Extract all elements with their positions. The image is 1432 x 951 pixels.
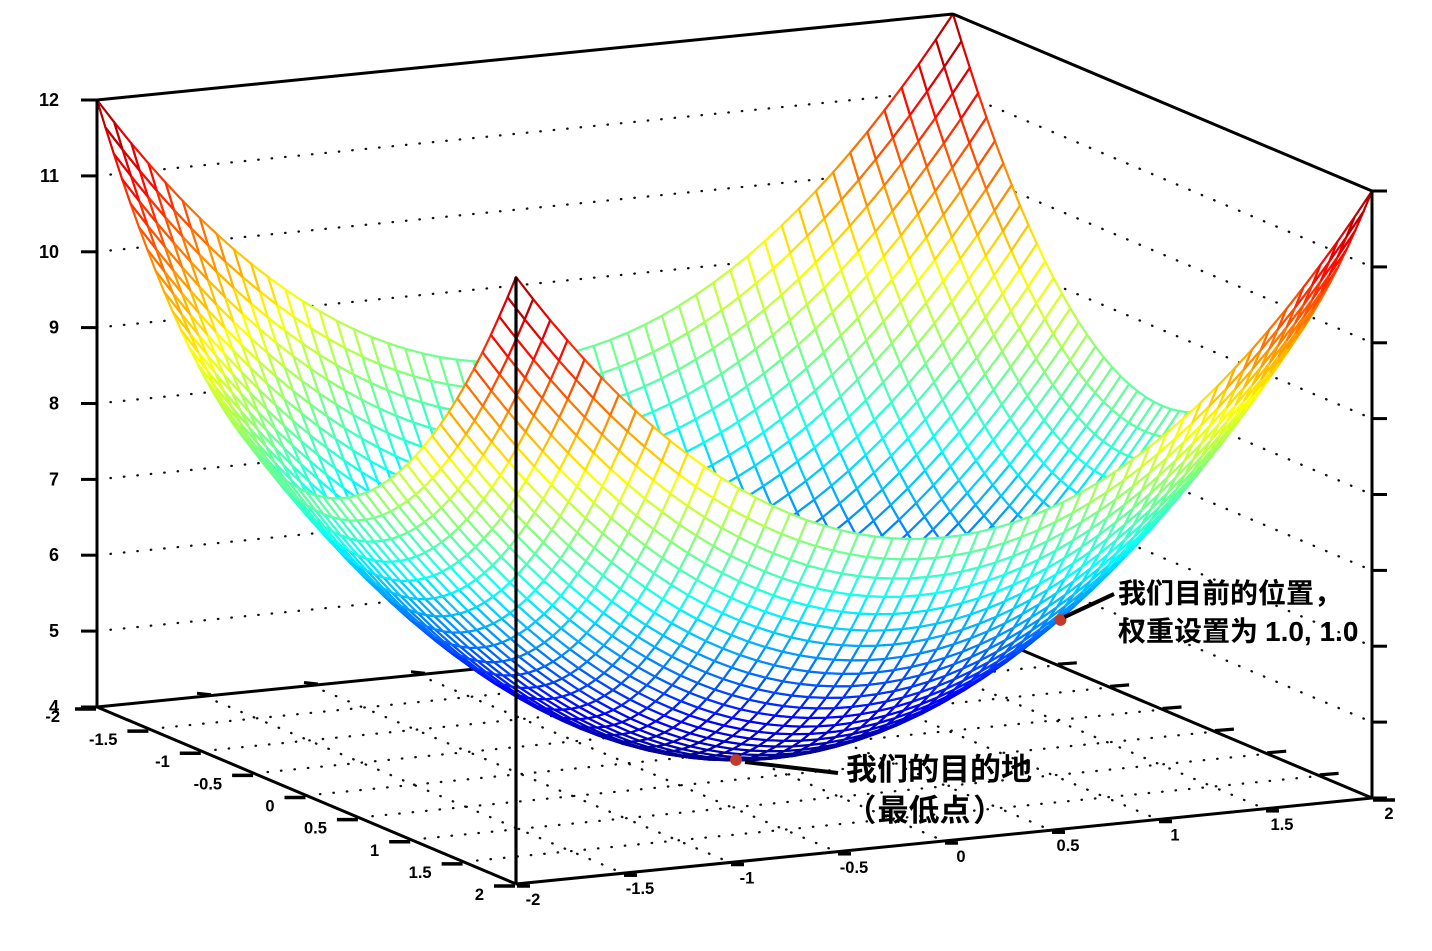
svg-text:9: 9	[49, 318, 59, 338]
svg-text:0.5: 0.5	[304, 820, 327, 838]
svg-text:1: 1	[1170, 827, 1179, 845]
svg-text:1: 1	[370, 842, 379, 860]
svg-text:1.0, 1.0: 1.0, 1.0	[1265, 616, 1358, 647]
svg-text:8: 8	[49, 394, 59, 414]
svg-text:-2: -2	[45, 708, 60, 726]
svg-text:5: 5	[49, 621, 59, 641]
svg-text:2: 2	[1384, 805, 1393, 823]
svg-text:0.5: 0.5	[1057, 837, 1080, 855]
svg-text:-1: -1	[740, 870, 755, 888]
svg-text:2: 2	[475, 886, 484, 904]
svg-text:11: 11	[40, 166, 59, 186]
svg-text:7: 7	[49, 469, 59, 489]
svg-text:4: 4	[49, 697, 59, 717]
svg-text:0: 0	[265, 798, 274, 816]
svg-text:1.5: 1.5	[409, 864, 432, 882]
svg-text:-1.5: -1.5	[89, 731, 117, 749]
svg-text:-1.5: -1.5	[626, 880, 654, 898]
svg-text:0: 0	[956, 848, 965, 866]
svg-text:12: 12	[39, 90, 59, 110]
svg-text:1.5: 1.5	[1271, 816, 1294, 834]
svg-text:6: 6	[49, 545, 59, 565]
svg-text:-0.5: -0.5	[840, 859, 868, 877]
svg-text:-2: -2	[526, 891, 541, 909]
svg-text:-1: -1	[155, 753, 170, 771]
svg-text:10: 10	[39, 242, 59, 262]
svg-text:-0.5: -0.5	[194, 775, 222, 793]
